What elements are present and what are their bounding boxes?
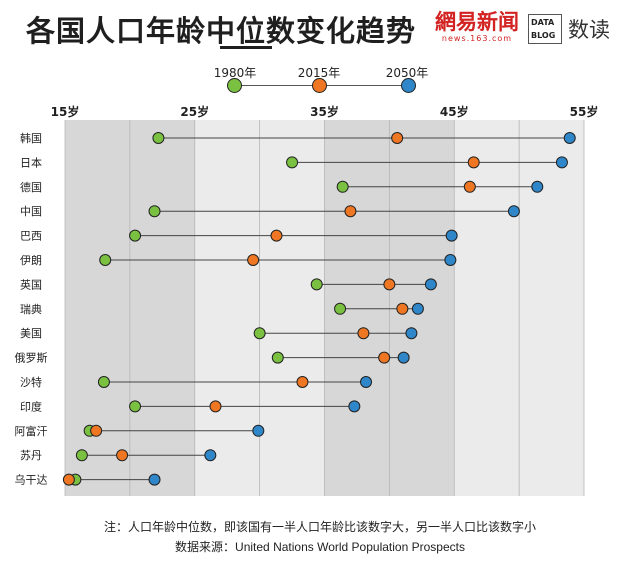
legend-label-1980: 1980年 xyxy=(213,66,257,80)
country-label: 英国 xyxy=(20,277,42,291)
data-point-2050 xyxy=(411,302,424,315)
data-point-1980 xyxy=(69,473,82,486)
country-label: 瑞典 xyxy=(20,302,42,316)
data-point-2015 xyxy=(357,327,370,340)
data-point-2050 xyxy=(148,473,161,486)
background-band xyxy=(454,120,584,496)
country-label: 伊朗 xyxy=(20,254,42,267)
data-point-2050 xyxy=(563,132,576,144)
country-label: 印度 xyxy=(20,399,42,413)
title-underline xyxy=(220,46,272,49)
country-label: 俄罗斯 xyxy=(15,352,48,365)
data-point-2015 xyxy=(116,449,129,462)
brand-name: 数读 xyxy=(568,18,610,42)
data-point-2050 xyxy=(397,351,410,364)
data-point-2050 xyxy=(252,424,265,437)
data-source: 数据来源：United Nations World Population Pro… xyxy=(0,538,640,555)
data-source-prefix: 数据来源： xyxy=(175,540,236,554)
data-point-2015 xyxy=(62,473,75,486)
country-label: 沙特 xyxy=(20,375,42,389)
data-point-1980 xyxy=(271,351,284,364)
data-point-1980 xyxy=(334,302,347,315)
data-point-2015 xyxy=(391,132,404,144)
country-label: 日本 xyxy=(20,155,42,169)
background-band xyxy=(194,120,325,496)
x-tick-label: 15岁 xyxy=(51,104,80,119)
legend: 1980年 2015年 2050年 xyxy=(214,64,445,100)
data-point-1980 xyxy=(129,229,142,242)
country-label: 巴西 xyxy=(20,230,42,243)
data-point-2015 xyxy=(463,180,476,193)
x-tick-label: 45岁 xyxy=(440,104,469,119)
data-point-2050 xyxy=(424,278,437,291)
data-source-name: United Nations World Population Prospect… xyxy=(235,540,465,554)
country-label: 苏丹 xyxy=(20,449,42,462)
country-label: 美国 xyxy=(20,327,42,340)
x-tick-label: 35岁 xyxy=(310,104,339,119)
data-point-1980 xyxy=(286,156,299,169)
chart-title: 各国人口年龄中位数变化趋势 xyxy=(26,14,417,48)
data-point-2050 xyxy=(405,327,418,340)
country-label: 乌干达 xyxy=(15,473,48,487)
data-point-2015 xyxy=(270,229,283,242)
data-point-1980 xyxy=(83,424,96,437)
legend-label-2015: 2015年 xyxy=(297,66,341,80)
data-blog-line2: BLOG xyxy=(531,31,556,40)
data-point-1980 xyxy=(148,205,161,218)
data-blog-line1: DATA xyxy=(531,18,555,27)
data-point-2050 xyxy=(507,205,520,218)
data-point-2050 xyxy=(360,376,373,388)
data-point-2015 xyxy=(396,302,409,315)
legend-dot-1980 xyxy=(227,78,242,93)
data-point-2015 xyxy=(247,254,260,266)
data-point-1980 xyxy=(97,376,110,388)
data-point-2050 xyxy=(531,180,544,193)
footnote: 注：人口年龄中位数，即该国有一半人口年龄比该数字大，另一半人口比该数字小 xyxy=(103,520,536,534)
netease-news-logo-text: 網易新闻 xyxy=(435,9,519,34)
data-point-2050 xyxy=(444,254,457,266)
country-label: 德国 xyxy=(20,180,42,194)
country-label: 中国 xyxy=(20,205,42,218)
background-band xyxy=(324,120,455,496)
data-point-1980 xyxy=(129,400,142,413)
data-point-2015 xyxy=(383,278,396,291)
data-point-2015 xyxy=(467,156,480,169)
data-point-1980 xyxy=(152,132,165,144)
data-point-1980 xyxy=(310,278,323,291)
data-point-2050 xyxy=(555,156,568,169)
data-point-2050 xyxy=(204,449,217,462)
netease-news-logo: 網易新闻 news.163.com xyxy=(434,9,520,44)
data-point-2015 xyxy=(209,400,222,413)
country-label: 韩国 xyxy=(20,131,42,145)
data-point-2015 xyxy=(90,424,103,437)
data-point-2050 xyxy=(445,229,458,242)
data-point-2015 xyxy=(296,376,309,388)
data-blog-logo: DATA BLOG xyxy=(528,14,562,44)
legend-dot-2050 xyxy=(401,78,416,93)
data-point-2015 xyxy=(378,351,391,364)
country-label: 阿富汗 xyxy=(15,424,48,438)
background-band xyxy=(65,120,195,496)
x-tick-label: 25岁 xyxy=(180,104,209,119)
data-point-1980 xyxy=(75,449,88,462)
legend-label-2050: 2050年 xyxy=(385,66,429,80)
data-point-2050 xyxy=(348,400,361,413)
data-point-1980 xyxy=(336,180,349,193)
data-point-2015 xyxy=(344,205,357,218)
netease-news-url: news.163.com xyxy=(441,34,513,43)
legend-dot-2015 xyxy=(312,78,327,93)
data-point-1980 xyxy=(99,254,112,266)
x-tick-label: 55岁 xyxy=(570,104,599,119)
data-point-1980 xyxy=(253,327,266,340)
